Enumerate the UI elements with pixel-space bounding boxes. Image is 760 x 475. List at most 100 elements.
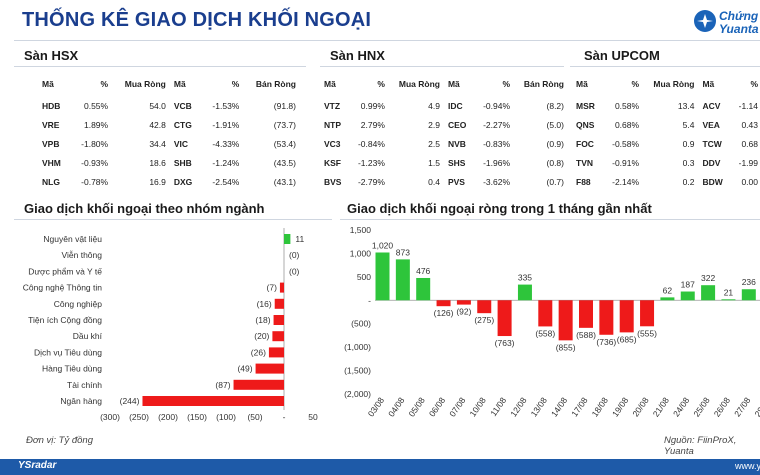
buy-change: -0.84% xyxy=(357,138,385,149)
sell-change: -1.99 xyxy=(738,157,758,168)
x-tick-label: (50) xyxy=(247,412,262,422)
col-header: Mua Ròng xyxy=(398,79,440,89)
x-tick-label: 19/08 xyxy=(610,395,631,418)
data-label: (763) xyxy=(495,338,515,348)
category-label: Dầu khí xyxy=(73,331,103,341)
data-label: (558) xyxy=(535,328,555,338)
sector-chart: Nguyên vật liệu 11 Viễn thông (0) Dược phẩm … xyxy=(23,228,318,422)
x-tick-label: 07/08 xyxy=(447,395,468,418)
category-label: Công nghệ Thông tin xyxy=(23,283,103,293)
data-label: (92) xyxy=(456,307,471,317)
title-divider xyxy=(14,40,760,41)
buy-net-value: 0.2 xyxy=(682,176,695,187)
sell-change: -0.94% xyxy=(483,100,511,111)
table-row: TVN -0.91% 0.3 DDV -1.99 xyxy=(570,153,760,172)
buy-change: 1.89% xyxy=(83,119,109,130)
col-header: Mã xyxy=(324,79,336,89)
buy-change: -0.91% xyxy=(612,157,640,168)
x-tick-label: 24/08 xyxy=(671,395,692,418)
sell-change: -3.62% xyxy=(483,176,511,187)
y-tick-label: (500) xyxy=(351,319,371,329)
buy-symbol: VRE xyxy=(42,119,60,130)
buy-net-value: 18.6 xyxy=(149,157,166,168)
sell-change: 0.43 xyxy=(741,119,758,130)
category-label: Tiện ích Cộng đồng xyxy=(28,315,102,325)
x-tick-label: 28/08 xyxy=(752,395,760,418)
daily-bar xyxy=(395,259,410,301)
sector-bar xyxy=(279,282,284,293)
daily-bar xyxy=(660,297,675,301)
x-tick-label: 04/08 xyxy=(386,395,407,418)
data-label: (18) xyxy=(255,315,270,325)
sell-symbol: CTG xyxy=(173,119,192,130)
sell-symbol: BDW xyxy=(702,176,723,187)
table-row: VRE 1.89% 42.8 CTG -1.91% (73.7) xyxy=(36,115,298,134)
data-label: (588) xyxy=(576,330,596,340)
category-label: Ngân hàng xyxy=(60,396,102,406)
sell-change: -1.53% xyxy=(212,100,240,111)
x-tick-label: 18/08 xyxy=(590,395,611,418)
sell-symbol: SHB xyxy=(173,157,192,168)
x-tick-label: 05/08 xyxy=(406,395,427,418)
buy-change: 0.68% xyxy=(614,119,640,130)
sell-net-value: (5.0) xyxy=(546,119,564,130)
buy-symbol: VC3 xyxy=(324,138,341,149)
table-row: VC3 -0.84% 2.5 NVB -0.83% (0.9) xyxy=(318,134,566,153)
daily-bar xyxy=(538,300,553,327)
hnx-title: Sàn HNX xyxy=(330,48,385,63)
daily-bar xyxy=(701,285,716,301)
sector-bar xyxy=(255,363,284,374)
sector-bar xyxy=(142,396,284,406)
data-label: (0) xyxy=(289,250,300,260)
daily-bar xyxy=(599,300,614,335)
daily-bar xyxy=(741,289,756,301)
sell-net-value: (0.9) xyxy=(546,138,564,149)
category-label: Tài chính xyxy=(67,380,102,390)
data-label: 335 xyxy=(518,273,532,283)
daily-bar xyxy=(640,300,655,327)
data-label: 187 xyxy=(681,280,695,290)
buy-symbol: VPB xyxy=(42,138,60,149)
daily-bar xyxy=(579,300,593,328)
monthly-chart: 1,500 1,000 500 - (500) (1,000) (1,500) (2,000)… xyxy=(344,225,760,419)
hsx-divider xyxy=(14,66,306,67)
col-header: % xyxy=(231,79,240,89)
sell-change: -2.54% xyxy=(212,176,240,187)
daily-bar xyxy=(680,291,695,301)
x-tick-label: 13/08 xyxy=(529,395,550,418)
bottom-bar: YSradar www.yu xyxy=(0,459,760,475)
buy-change: -1.23% xyxy=(357,157,385,168)
buy-net-value: 0.9 xyxy=(682,138,695,149)
buy-symbol: MSR xyxy=(576,100,595,111)
data-label: (555) xyxy=(637,328,657,338)
buy-change: 0.58% xyxy=(614,100,640,111)
hsx-table: Mã % Mua Ròng Mã % Bán Ròng HDB 0.55% 54.0… xyxy=(36,72,298,191)
table-row: NTP 2.79% 2.9 CEO -2.27% (5.0) xyxy=(318,115,566,134)
x-tick-label: 25/08 xyxy=(691,395,712,418)
data-label: (0) xyxy=(289,266,300,276)
table-header: Mã % Mua Ròng Mã % xyxy=(570,72,760,96)
data-label: (736) xyxy=(596,337,616,347)
daily-bar xyxy=(416,277,431,301)
website-url: www.yu xyxy=(735,461,760,471)
category-label: Viễn thông xyxy=(62,250,103,260)
sector-bar xyxy=(273,315,284,325)
category-label: Công nghiệp xyxy=(54,299,102,309)
buy-net-value: 42.8 xyxy=(149,119,166,130)
ysradar-brand: YSradar xyxy=(18,460,57,471)
x-tick-label: 11/08 xyxy=(488,395,508,418)
sell-symbol: NVB xyxy=(447,138,466,149)
table-row: F88 -2.14% 0.2 BDW 0.00 xyxy=(570,172,760,191)
col-header: Mã xyxy=(173,79,186,89)
table-row: FOC -0.58% 0.9 TCW 0.68 xyxy=(570,134,760,153)
buy-net-value: 2.5 xyxy=(428,138,440,149)
category-label: Nguyên vật liệu xyxy=(43,234,102,244)
monthly-divider xyxy=(340,219,760,220)
data-label: (855) xyxy=(556,342,576,352)
daily-bar xyxy=(619,300,634,333)
data-label: 11 xyxy=(295,234,304,244)
x-tick-label: (200) xyxy=(158,412,178,422)
category-label: Dược phẩm và Y tế xyxy=(28,266,102,276)
sell-change: -1.24% xyxy=(212,157,240,168)
table-row: BVS -2.79% 0.4 PVS -3.62% (0.7) xyxy=(318,172,566,191)
